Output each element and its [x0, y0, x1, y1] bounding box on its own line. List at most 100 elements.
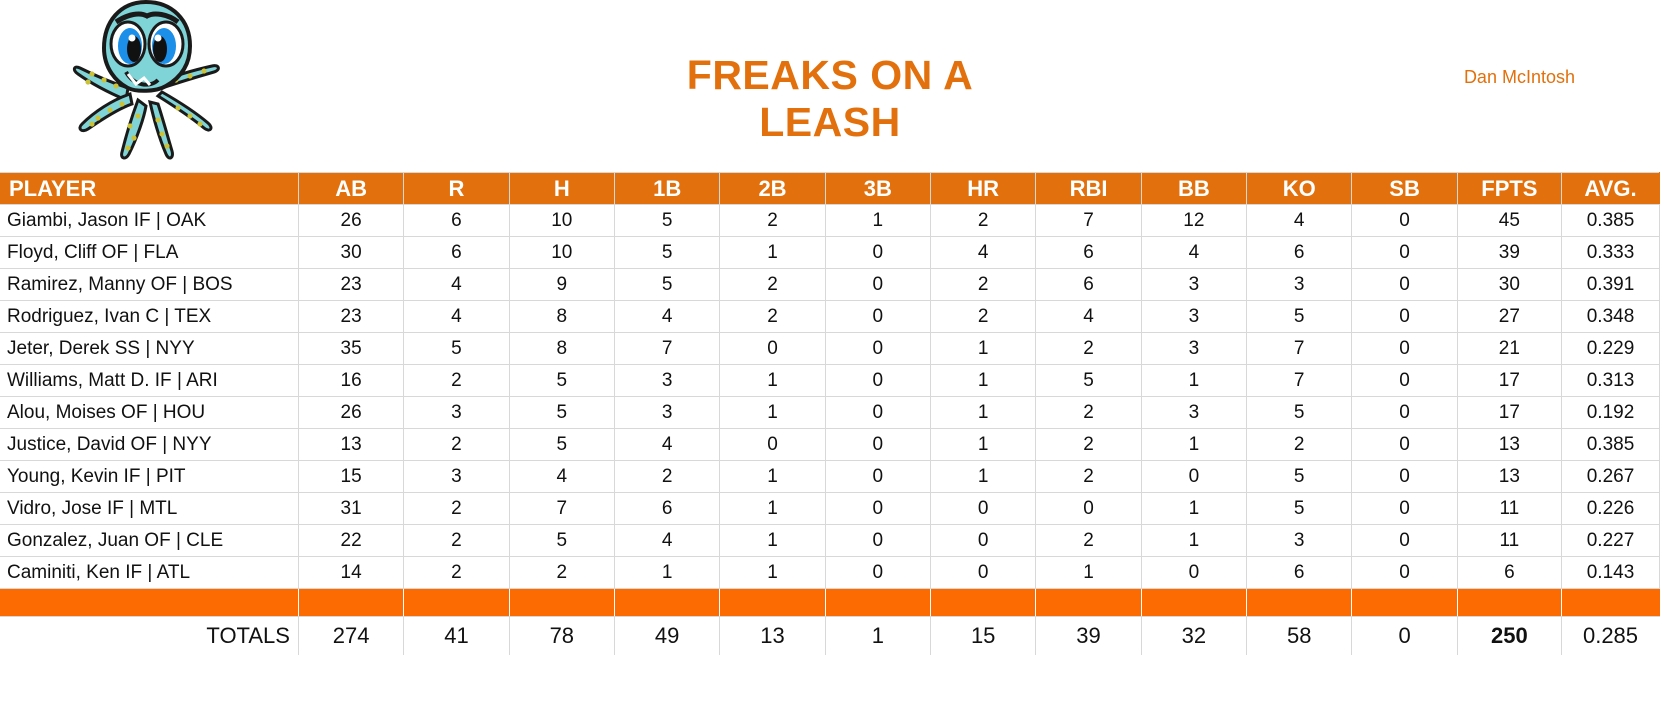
stat-cell-ab: 15	[297, 460, 405, 493]
player-name-cell[interactable]: Vidro, Jose IF | MTL	[0, 492, 299, 525]
column-header-hr[interactable]: HR	[930, 172, 1037, 205]
stat-cell-1b: 4	[613, 300, 721, 333]
column-header-bb[interactable]: BB	[1140, 172, 1248, 205]
table-row[interactable]: Young, Kevin IF | PIT 15 3 4 2 1 0 1 2 0 5 0 13 0.267	[0, 460, 1660, 493]
stat-cell-avg: 0.227	[1561, 524, 1660, 557]
stat-cell-avg: 0.385	[1561, 204, 1660, 237]
stat-cell-h: 4	[508, 460, 615, 493]
stat-cell-r: 2	[403, 492, 510, 525]
player-name-cell[interactable]: Floyd, Cliff OF | FLA	[0, 236, 299, 269]
stat-cell-3b: 0	[824, 428, 932, 461]
stat-cell-avg: 0.192	[1561, 396, 1660, 429]
stat-cell-2b: 1	[719, 492, 826, 525]
stat-cell-ab: 35	[297, 332, 405, 365]
stat-cell-fpts: 45	[1456, 204, 1563, 237]
column-header-sb[interactable]: SB	[1351, 172, 1458, 205]
stat-cell-avg: 0.348	[1561, 300, 1660, 333]
stat-cell-r: 5	[403, 332, 510, 365]
column-header-fpts[interactable]: FPTS	[1456, 172, 1563, 205]
stat-cell-1b: 2	[613, 460, 721, 493]
stat-cell-h: 2	[508, 556, 615, 589]
table-row[interactable]: Caminiti, Ken IF | ATL 14 2 2 1 1 0 0 1 0 6 0 6 0.143	[0, 556, 1660, 589]
stat-cell-sb: 0	[1351, 364, 1458, 397]
stat-cell-rbi: 7	[1035, 204, 1142, 237]
table-row[interactable]: Giambi, Jason IF | OAK 26 6 10 5 2 1 2 7 12 4 0 45 0.…	[0, 204, 1660, 237]
stat-cell-r: 2	[403, 364, 510, 397]
stat-cell-ko: 4	[1246, 204, 1353, 237]
stat-cell-ab: 23	[297, 268, 405, 301]
stat-cell-h: 5	[508, 524, 615, 557]
stat-cell-hr: 1	[930, 460, 1037, 493]
table-header: PLAYER AB R H 1B 2B 3B HR RBI BB KO SB F…	[0, 172, 1660, 205]
player-name-cell[interactable]: Gonzalez, Juan OF | CLE	[0, 524, 299, 557]
table-row[interactable]: Alou, Moises OF | HOU 26 3 5 3 1 0 1 2 3 5 0 17 0.192	[0, 396, 1660, 429]
column-header-3b[interactable]: 3B	[824, 172, 932, 205]
table-row[interactable]: Williams, Matt D. IF | ARI 16 2 5 3 1 0 1 5 1 7 0 17…	[0, 364, 1660, 397]
table-row[interactable]: Floyd, Cliff OF | FLA 30 6 10 5 1 0 4 6 4 6 0 39 0.33…	[0, 236, 1660, 269]
totals-cell-ko: 58	[1246, 616, 1353, 656]
stat-cell-hr: 0	[930, 556, 1037, 589]
stat-cell-2b: 1	[719, 524, 826, 557]
column-header-avg[interactable]: AVG.	[1561, 172, 1660, 205]
table-row[interactable]: Vidro, Jose IF | MTL 31 2 7 6 1 0 0 0 1 5 0 11 0.226	[0, 492, 1660, 525]
stat-cell-sb: 0	[1351, 460, 1458, 493]
stat-cell-hr: 1	[930, 364, 1037, 397]
stat-cell-sb: 0	[1351, 524, 1458, 557]
stat-cell-sb: 0	[1351, 396, 1458, 429]
player-stats-table: PLAYER AB R H 1B 2B 3B HR RBI BB KO SB F…	[0, 172, 1660, 656]
stat-cell-bb: 1	[1140, 492, 1248, 525]
stat-cell-1b: 5	[613, 268, 721, 301]
stat-cell-avg: 0.313	[1561, 364, 1660, 397]
player-name-cell[interactable]: Caminiti, Ken IF | ATL	[0, 556, 299, 589]
totals-cell-rbi: 39	[1035, 616, 1142, 656]
stat-cell-1b: 5	[613, 236, 721, 269]
spacer-band-row	[0, 588, 1660, 617]
stat-cell-avg: 0.333	[1561, 236, 1660, 269]
player-name-cell[interactable]: Rodriguez, Ivan C | TEX	[0, 300, 299, 333]
stat-cell-r: 2	[403, 556, 510, 589]
spacer-cell	[824, 588, 932, 617]
stat-cell-bb: 1	[1140, 524, 1248, 557]
totals-label: TOTALS	[0, 616, 299, 656]
table-row[interactable]: Rodriguez, Ivan C | TEX 23 4 8 4 2 0 2 4 3 5 0 27 0.3…	[0, 300, 1660, 333]
stat-cell-r: 3	[403, 460, 510, 493]
stat-cell-rbi: 0	[1035, 492, 1142, 525]
table-row[interactable]: Jeter, Derek SS | NYY 35 5 8 7 0 0 1 2 3 7 0 21 0.229	[0, 332, 1660, 365]
stat-cell-bb: 1	[1140, 428, 1248, 461]
stat-cell-2b: 2	[719, 300, 826, 333]
player-name-cell[interactable]: Justice, David OF | NYY	[0, 428, 299, 461]
stat-cell-bb: 0	[1140, 556, 1248, 589]
player-name-cell[interactable]: Ramirez, Manny OF | BOS	[0, 268, 299, 301]
stat-cell-hr: 2	[930, 268, 1037, 301]
stat-cell-h: 5	[508, 364, 615, 397]
table-row[interactable]: Justice, David OF | NYY 13 2 5 4 0 0 1 2 1 2 0 13 0.3…	[0, 428, 1660, 461]
table-row[interactable]: Ramirez, Manny OF | BOS 23 4 9 5 2 0 2 6 3 3 0 30 0.3…	[0, 268, 1660, 301]
player-name-cell[interactable]: Young, Kevin IF | PIT	[0, 460, 299, 493]
stat-cell-fpts: 6	[1456, 556, 1563, 589]
column-header-h[interactable]: H	[508, 172, 615, 205]
stat-cell-avg: 0.385	[1561, 428, 1660, 461]
player-name-cell[interactable]: Williams, Matt D. IF | ARI	[0, 364, 299, 397]
stat-cell-3b: 0	[824, 332, 932, 365]
spacer-cell	[1351, 588, 1458, 617]
column-header-rbi[interactable]: RBI	[1035, 172, 1142, 205]
stat-cell-sb: 0	[1351, 332, 1458, 365]
column-header-2b[interactable]: 2B	[719, 172, 826, 205]
column-header-1b[interactable]: 1B	[613, 172, 721, 205]
stat-cell-1b: 4	[613, 524, 721, 557]
spacer-cell	[0, 588, 299, 617]
column-header-r[interactable]: R	[403, 172, 510, 205]
stat-cell-1b: 1	[613, 556, 721, 589]
stat-cell-avg: 0.229	[1561, 332, 1660, 365]
player-name-cell[interactable]: Giambi, Jason IF | OAK	[0, 204, 299, 237]
column-header-ko[interactable]: KO	[1246, 172, 1353, 205]
stat-cell-bb: 3	[1140, 332, 1248, 365]
player-name-cell[interactable]: Alou, Moises OF | HOU	[0, 396, 299, 429]
spacer-cell	[297, 588, 405, 617]
column-header-player[interactable]: PLAYER	[0, 172, 299, 205]
column-header-ab[interactable]: AB	[297, 172, 405, 205]
player-name-cell[interactable]: Jeter, Derek SS | NYY	[0, 332, 299, 365]
table-row[interactable]: Gonzalez, Juan OF | CLE 22 2 5 4 1 0 0 2 1 3 0 11 0.2…	[0, 524, 1660, 557]
stat-cell-ko: 5	[1246, 396, 1353, 429]
